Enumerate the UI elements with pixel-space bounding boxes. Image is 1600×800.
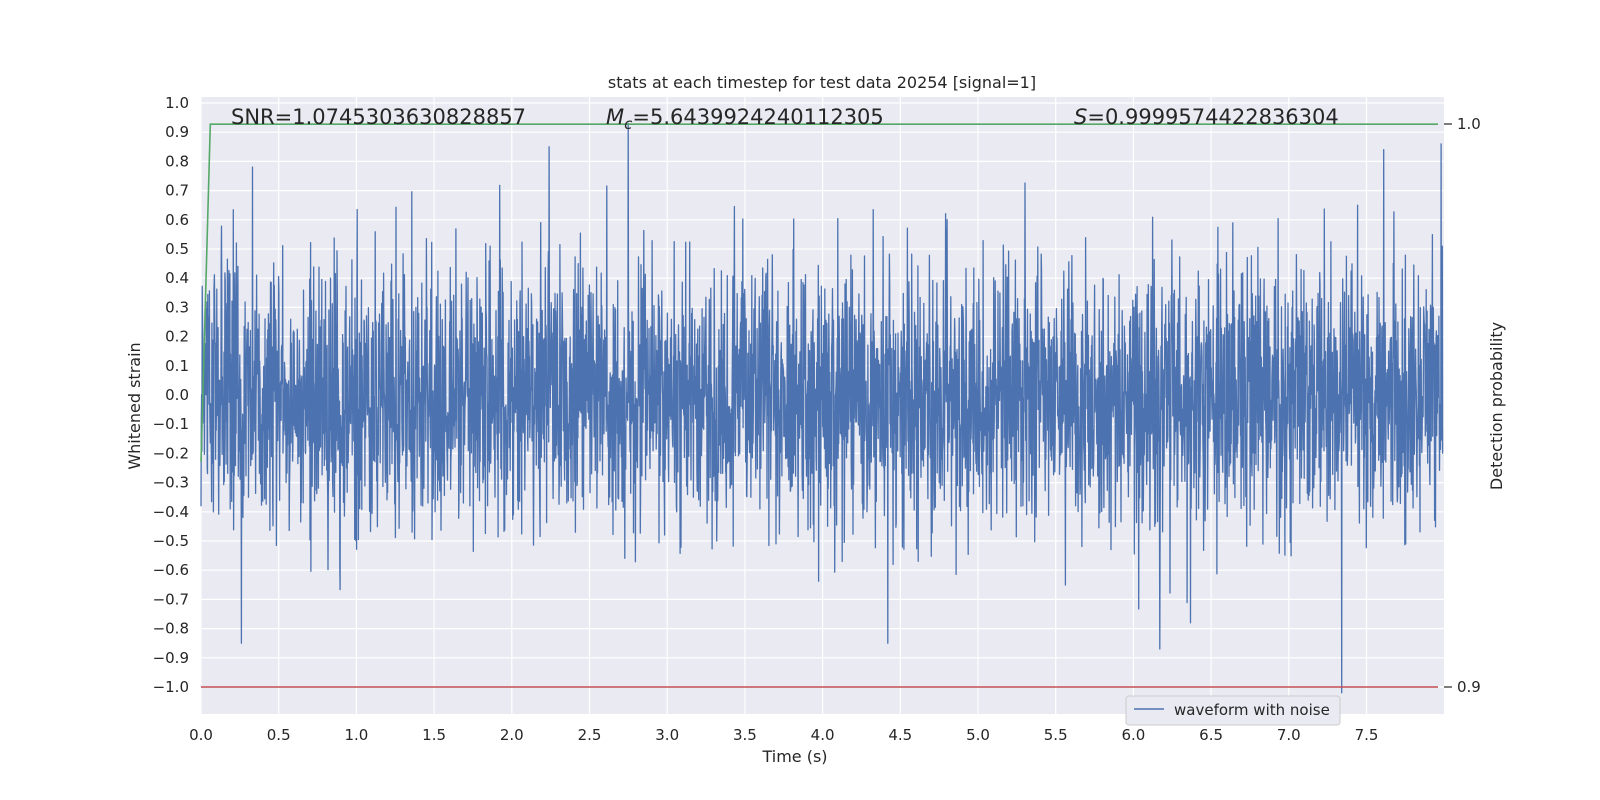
x-tick-label: 7.5	[1355, 726, 1379, 744]
legend: waveform with noise	[1125, 695, 1341, 726]
snr-annotation: SNR=1.0745303630828857	[231, 105, 526, 129]
chart-title: stats at each timestep for test data 202…	[608, 73, 1036, 92]
y-tick-label: 0.2	[165, 328, 189, 346]
chirp-mass-subscript: c	[624, 115, 633, 133]
legend-label: waveform with noise	[1174, 701, 1330, 719]
y2-axis-title: Detection probability	[1487, 322, 1506, 490]
chirp-mass-symbol: M	[606, 105, 624, 129]
x-tick-label: 3.5	[733, 726, 757, 744]
y-tick-label: −0.3	[153, 474, 189, 492]
y-tick-label: −0.8	[153, 620, 189, 638]
y-tick-label: −0.1	[153, 415, 189, 433]
x-axis-title: Time (s)	[761, 747, 827, 766]
ticks: 0.0 0.5 1.0 1.5 2.0 2.5 3.0 3.5 4.0 4.5 5.0 5.5 6.0 6…	[153, 94, 1481, 744]
y-tick-label: 0.0	[165, 386, 189, 404]
x-tick-label: 3.0	[655, 726, 679, 744]
x-tick-label: 0.0	[189, 726, 213, 744]
x-tick-label: 4.0	[811, 726, 835, 744]
chirp-mass-value: =5.6439924240112305	[632, 105, 883, 129]
x-tick-label: 2.5	[578, 726, 602, 744]
x-tick-label: 6.5	[1199, 726, 1223, 744]
y2-tick-label: 1.0	[1457, 115, 1481, 133]
y-tick-label: 0.5	[165, 240, 189, 258]
y-tick-label: −1.0	[153, 678, 189, 696]
x-tick-label: 7.0	[1277, 726, 1301, 744]
x-tick-label: 5.0	[966, 726, 990, 744]
y-tick-label: −0.2	[153, 444, 189, 462]
series-layer	[200, 122, 1444, 694]
y-tick-label: −0.7	[153, 590, 189, 608]
y-tick-label: 0.9	[165, 123, 189, 141]
y-tick-label: −0.4	[153, 503, 189, 521]
y-tick-label: 0.7	[165, 182, 189, 200]
probability-value: =0.9999574422836304	[1087, 105, 1338, 129]
x-tick-label: 0.5	[267, 726, 291, 744]
y-tick-label: −0.5	[153, 532, 189, 550]
y-tick-label: 0.3	[165, 298, 189, 316]
x-tick-label: 1.5	[422, 726, 446, 744]
probability-annotation: S=0.9999574422836304	[1074, 105, 1339, 129]
x-tick-label: 4.5	[888, 726, 912, 744]
waveform-line	[200, 122, 1444, 694]
y-axis-title: Whitened strain	[125, 342, 144, 469]
detection-probability-line	[200, 123, 1438, 462]
y-tick-label: 0.1	[165, 357, 189, 375]
probability-symbol: S	[1074, 105, 1087, 129]
y-tick-label: 1.0	[165, 94, 189, 112]
y2-tick-label: 0.9	[1457, 678, 1481, 696]
legend-box	[1125, 695, 1341, 726]
x-tick-label: 1.0	[344, 726, 368, 744]
chirp-mass-annotation: Mc=5.6439924240112305	[606, 105, 884, 133]
y-tick-label: −0.9	[153, 649, 189, 667]
x-tick-label: 6.0	[1121, 726, 1145, 744]
y-tick-label: 0.6	[165, 211, 189, 229]
x-tick-label: 2.0	[500, 726, 524, 744]
y-tick-label: 0.8	[165, 152, 189, 170]
y-tick-label: −0.6	[153, 561, 189, 579]
y-tick-label: 0.4	[165, 269, 189, 287]
x-tick-label: 5.5	[1044, 726, 1068, 744]
